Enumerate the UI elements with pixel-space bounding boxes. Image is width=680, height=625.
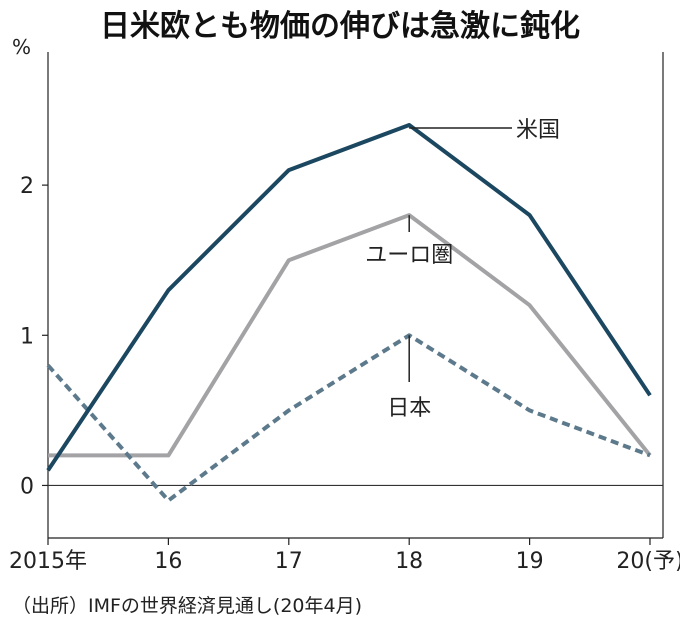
y-tick-label: 1 [20, 324, 34, 349]
label-us: 米国 [516, 118, 560, 143]
series-line-1 [48, 213, 652, 458]
series-lines [46, 123, 652, 503]
y-axis-unit: % [12, 35, 31, 59]
tick-labels: 0 1 2 2015年 16 17 18 19 20(予) [9, 174, 680, 574]
label-euro: ユーロ圏 [365, 243, 453, 268]
x-tick-label: 19 [516, 549, 544, 574]
x-tick-label: 18 [395, 549, 423, 574]
source-note: （出所）IMFの世界経済見通し(20年4月) [12, 595, 362, 617]
y-tick-label: 0 [20, 474, 34, 499]
x-tick-label: 2015年 [9, 549, 87, 574]
axes [47, 52, 664, 539]
y-tick-label: 2 [20, 174, 34, 199]
series-line-0 [46, 123, 652, 472]
x-tick-label: 17 [275, 549, 303, 574]
chart-title: 日米欧とも物価の伸びは急激に鈍化 [100, 9, 580, 44]
x-tick-label: 16 [154, 549, 182, 574]
x-tick-label: 20(予) [616, 549, 680, 574]
series-line-2 [46, 333, 651, 503]
label-japan: 日本 [387, 396, 431, 421]
